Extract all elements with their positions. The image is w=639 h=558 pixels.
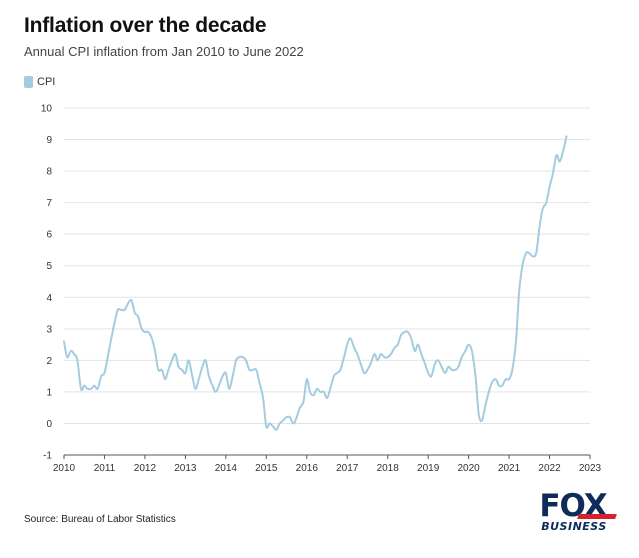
y-tick-label: 7 [46, 198, 52, 209]
x-tick-label: 2013 [174, 463, 197, 474]
y-tick-label: 4 [46, 293, 52, 304]
y-tick-label: 5 [46, 261, 52, 272]
legend-label: CPI [37, 76, 56, 88]
source-note: Source: Bureau of Labor Statistics [24, 514, 176, 525]
legend-swatch [24, 76, 33, 88]
x-tick-label: 2015 [255, 463, 278, 474]
y-tick-label: 6 [46, 230, 52, 241]
chart-title: Inflation over the decade [24, 14, 267, 37]
y-tick-label: 8 [46, 167, 52, 178]
x-tick-label: 2019 [417, 463, 440, 474]
x-tick-label: 2021 [498, 463, 521, 474]
x-tick-label: 2023 [579, 463, 602, 474]
y-tick-label: 10 [41, 104, 53, 115]
y-tick-label: -1 [43, 451, 52, 462]
x-tick-label: 2016 [296, 463, 319, 474]
x-tick-label: 2010 [53, 463, 76, 474]
x-tick-label: 2012 [134, 463, 157, 474]
x-tick-label: 2018 [377, 463, 400, 474]
x-tick-label: 2022 [538, 463, 561, 474]
x-tick-label: 2017 [336, 463, 359, 474]
logo-business-text: BUSINESS [541, 520, 607, 533]
chart-subtitle: Annual CPI inflation from Jan 2010 to Ju… [24, 44, 304, 59]
x-tick-label: 2011 [94, 463, 116, 474]
y-tick-label: 0 [46, 419, 52, 430]
fox-business-logo: FOX BUSINESS [530, 488, 622, 540]
x-tick-label: 2014 [215, 463, 238, 474]
y-tick-label: 9 [46, 135, 52, 146]
y-tick-label: 3 [46, 324, 52, 335]
y-tick-label: 1 [46, 387, 52, 398]
logo-stripe [577, 514, 617, 519]
series-line-cpi [63, 135, 568, 431]
x-tick-label: 2020 [457, 463, 480, 474]
chart-legend: CPI [24, 76, 55, 88]
y-tick-label: 2 [46, 356, 52, 367]
